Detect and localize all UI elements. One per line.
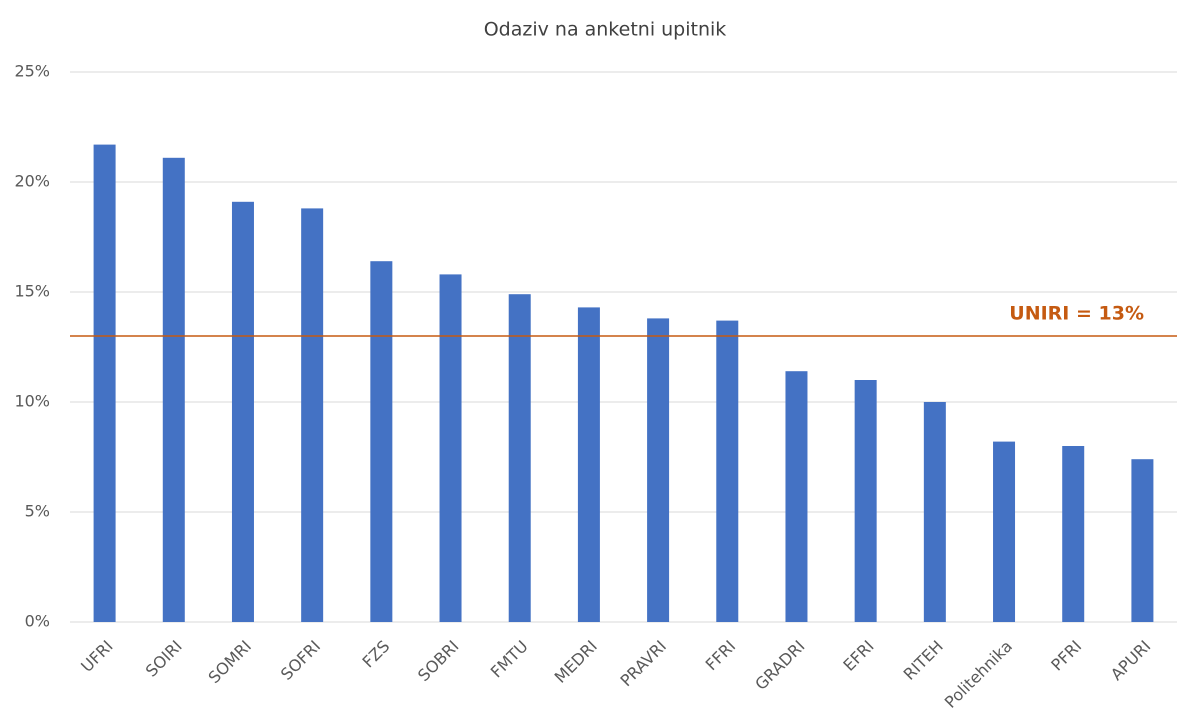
bar: [231, 201, 254, 623]
chart-title: Odaziv na anketni upitnik: [484, 19, 727, 41]
bar: [577, 307, 600, 622]
bar: [854, 380, 877, 622]
y-tick-label: 5%: [25, 502, 50, 521]
bar: [301, 208, 324, 622]
bar: [439, 274, 462, 622]
bar: [508, 294, 531, 622]
bar: [716, 320, 739, 622]
bar: [1131, 459, 1154, 622]
y-tick-label: 25%: [14, 62, 50, 81]
bar: [162, 157, 185, 623]
bar: [93, 144, 116, 622]
bar: [1062, 446, 1085, 622]
y-tick-label: 10%: [14, 392, 50, 411]
bar: [370, 261, 393, 622]
bar: [993, 441, 1016, 622]
y-tick-label: 20%: [14, 172, 50, 191]
y-tick-label: 0%: [25, 612, 50, 631]
bar: [647, 318, 670, 622]
bar: [923, 402, 946, 622]
y-tick-label: 15%: [14, 282, 50, 301]
bar: [785, 371, 808, 622]
reference-label: UNIRI = 13%: [1009, 303, 1144, 325]
